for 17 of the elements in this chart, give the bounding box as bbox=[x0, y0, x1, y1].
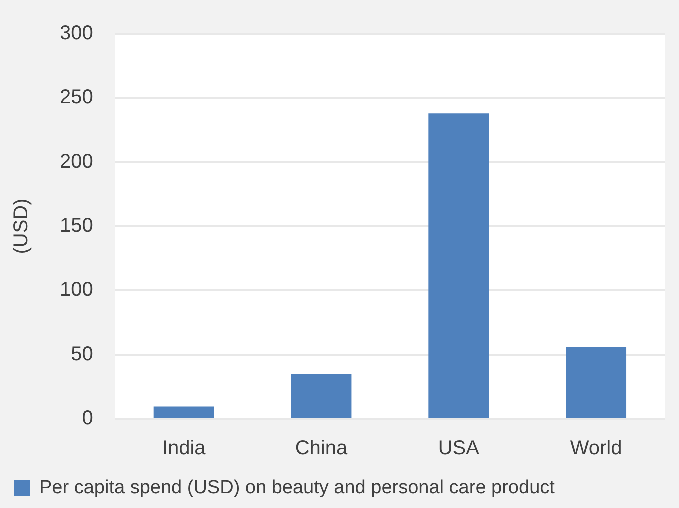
y-tick-label: 250 bbox=[60, 86, 94, 109]
y-tick-label: 50 bbox=[71, 343, 94, 366]
x-tick-label: USA bbox=[438, 438, 480, 460]
bar bbox=[291, 374, 352, 418]
bar bbox=[154, 406, 214, 418]
y-tick-label: 0 bbox=[82, 408, 94, 430]
y-axis-title: (USD) bbox=[10, 198, 33, 254]
x-tick-label: China bbox=[295, 438, 348, 460]
y-tick-label: 200 bbox=[60, 150, 94, 173]
y-tick-label: 100 bbox=[60, 279, 94, 302]
y-tick-label: 150 bbox=[60, 215, 94, 238]
x-tick-label: World bbox=[570, 438, 622, 460]
legend-label: Per capita spend (USD) on beauty and personal care product bbox=[40, 478, 556, 499]
bar bbox=[428, 114, 490, 418]
bar bbox=[566, 347, 627, 418]
y-tick-label: 300 bbox=[60, 22, 94, 45]
x-tick-label: India bbox=[162, 438, 207, 460]
